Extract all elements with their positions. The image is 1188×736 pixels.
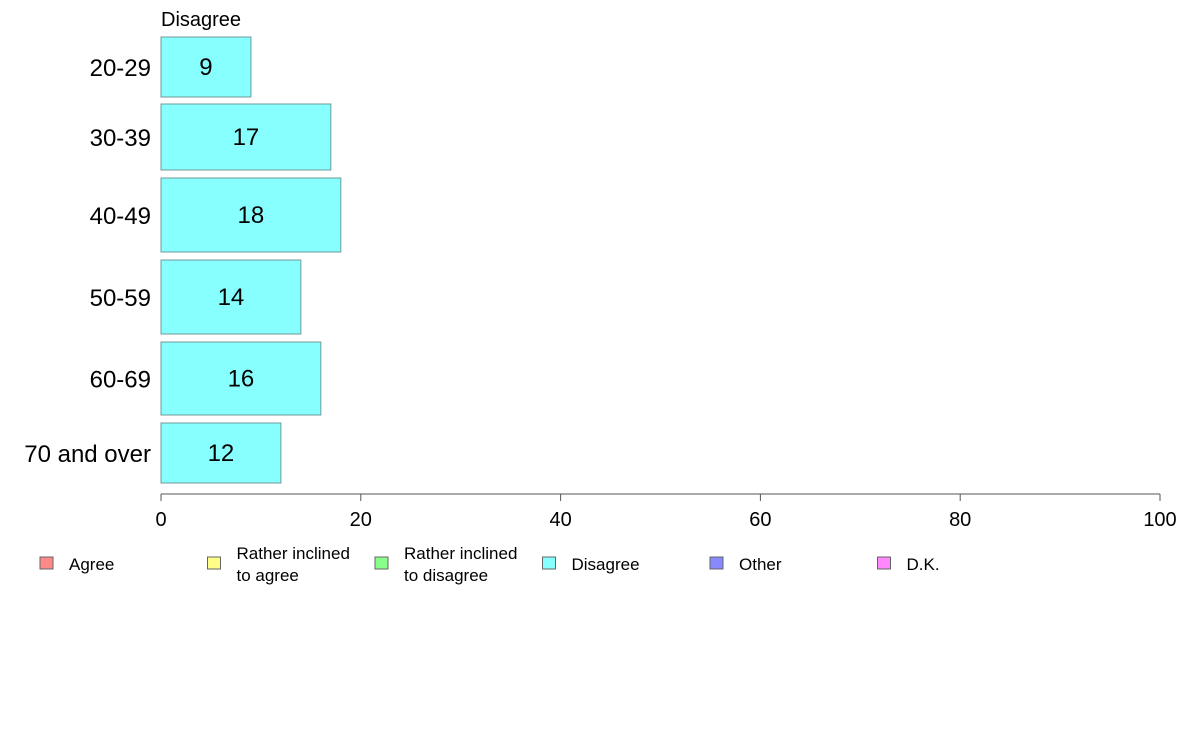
legend-label-disagree: Disagree: [572, 555, 640, 574]
data-label-40-49: 18: [238, 202, 265, 229]
legend-swatch-d-k: [877, 556, 891, 570]
x-tick-label-40: 40: [549, 509, 571, 531]
series-label-group: Disagree: [161, 9, 241, 31]
category-label-50-59: 50-59: [90, 285, 151, 312]
data-label-20-29: 9: [199, 54, 212, 81]
bar-20-29: [160, 36, 252, 98]
category-labels: 20-29 30-39 40-49 50-59 60-69 70 and over: [24, 55, 151, 468]
x-tick-label-100: 100: [1143, 509, 1176, 531]
bar-70-and-over: [160, 422, 282, 484]
category-label-40-49: 40-49: [90, 203, 151, 230]
series-name-label: Disagree: [161, 9, 241, 31]
legend-label-d-k: D.K.: [907, 555, 940, 574]
data-label-60-69: 16: [228, 366, 255, 393]
category-label-20-29: 20-29: [90, 55, 151, 82]
legend-swatch-agree: [39, 556, 54, 570]
bar-60-69: [160, 341, 322, 416]
legend-label-agree: Agree: [69, 555, 114, 574]
category-label-30-39: 30-39: [90, 125, 151, 152]
legend-swatch-other: [709, 556, 724, 570]
legend: Agree Rather inclined to agree Rather incli…: [39, 544, 940, 585]
category-label-60-69: 60-69: [90, 367, 151, 394]
x-tick-label-60: 60: [749, 509, 771, 531]
category-label-70-and-over: 70 and over: [24, 441, 151, 468]
x-tick-label-0: 0: [155, 509, 166, 531]
data-label-70-and-over: 12: [208, 440, 235, 467]
legend-label-rather-inclined-to-disagree: Rather inclined to disagree: [404, 544, 517, 585]
bars: 9 17 18 14 16 12: [160, 36, 342, 484]
legend-swatch-disagree: [542, 556, 556, 570]
bar-40-49: [160, 177, 342, 253]
bar-50-59: [160, 259, 302, 335]
x-tick-label-20: 20: [350, 509, 372, 531]
x-axis: 0 20 40 60 80 100: [155, 493, 1177, 531]
legend-label-other: Other: [739, 555, 782, 574]
legend-swatch-rather-inclined-to-disagree: [374, 556, 389, 570]
bar-30-39: [160, 103, 332, 171]
x-tick-label-80: 80: [949, 509, 971, 531]
data-label-50-59: 14: [218, 284, 245, 311]
data-label-30-39: 17: [233, 124, 260, 151]
legend-label-rather-inclined-to-agree: Rather inclined to agree: [237, 544, 350, 585]
legend-swatch-rather-inclined-to-agree: [207, 556, 221, 570]
